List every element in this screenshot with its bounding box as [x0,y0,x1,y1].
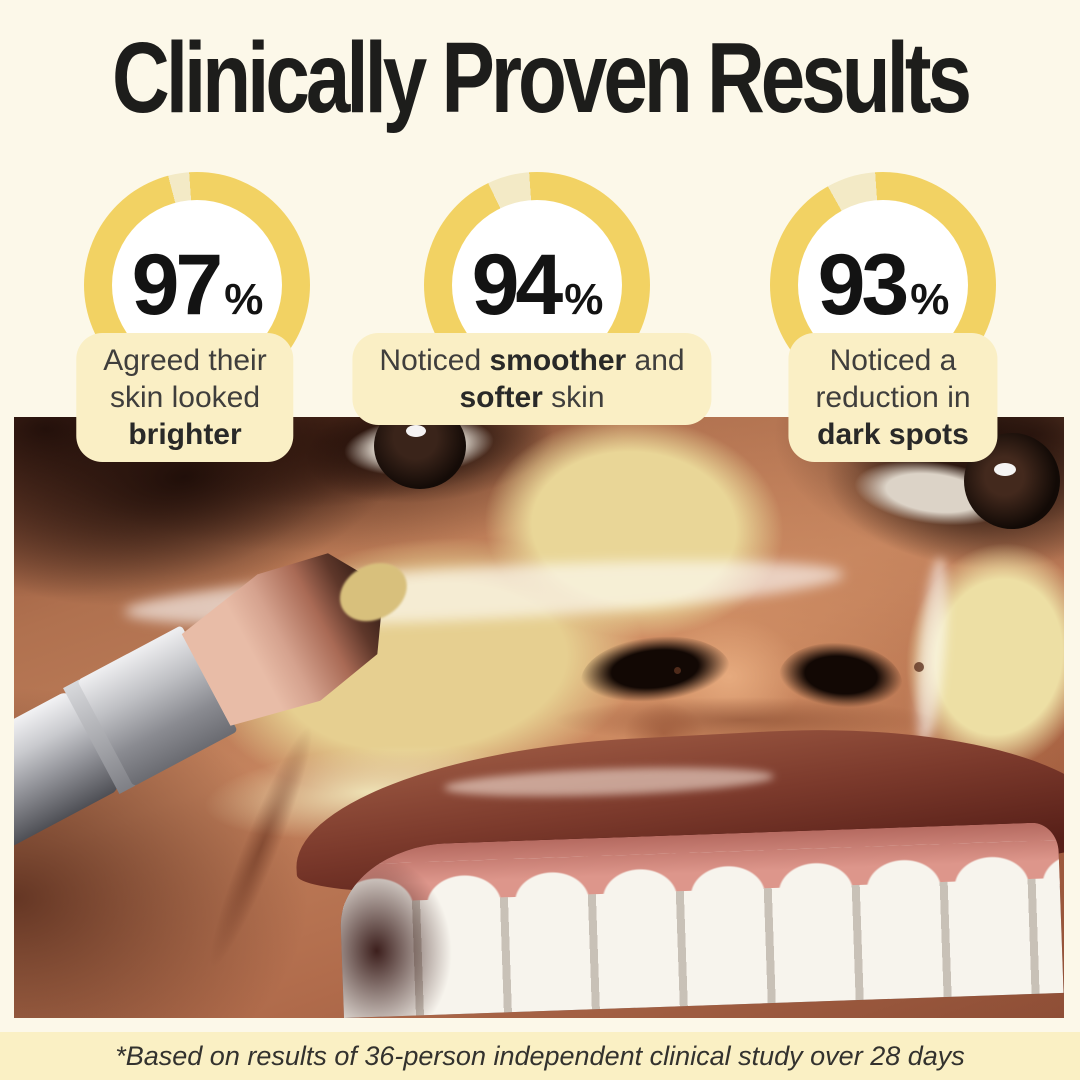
right-eye-highlight [994,463,1016,476]
stat-label-1: Agreed their skin looked brighter [76,333,294,462]
stat-label-3: Noticed a reduction in dark spots [788,333,998,462]
freckle [914,662,924,672]
stat-unit-3: % [910,275,949,324]
stat-label-2: Noticed smoother and softer skin [352,333,712,425]
left-eye-highlight [406,425,426,437]
footnote-band: *Based on results of 36-person independe… [0,1032,1080,1080]
stat-value-2: 94 [471,237,564,333]
stat-unit-1: % [224,275,263,324]
freckle [674,667,681,674]
headline: Clinically Proven Results [112,22,972,134]
stat-value-3: 93 [817,237,910,333]
stat-value-1: 97 [131,237,224,333]
face-photo [14,417,1064,1018]
smiling-mouth [338,821,1064,1018]
stat-unit-2: % [564,275,603,324]
footnote-text: *Based on results of 36-person independe… [115,1041,965,1071]
